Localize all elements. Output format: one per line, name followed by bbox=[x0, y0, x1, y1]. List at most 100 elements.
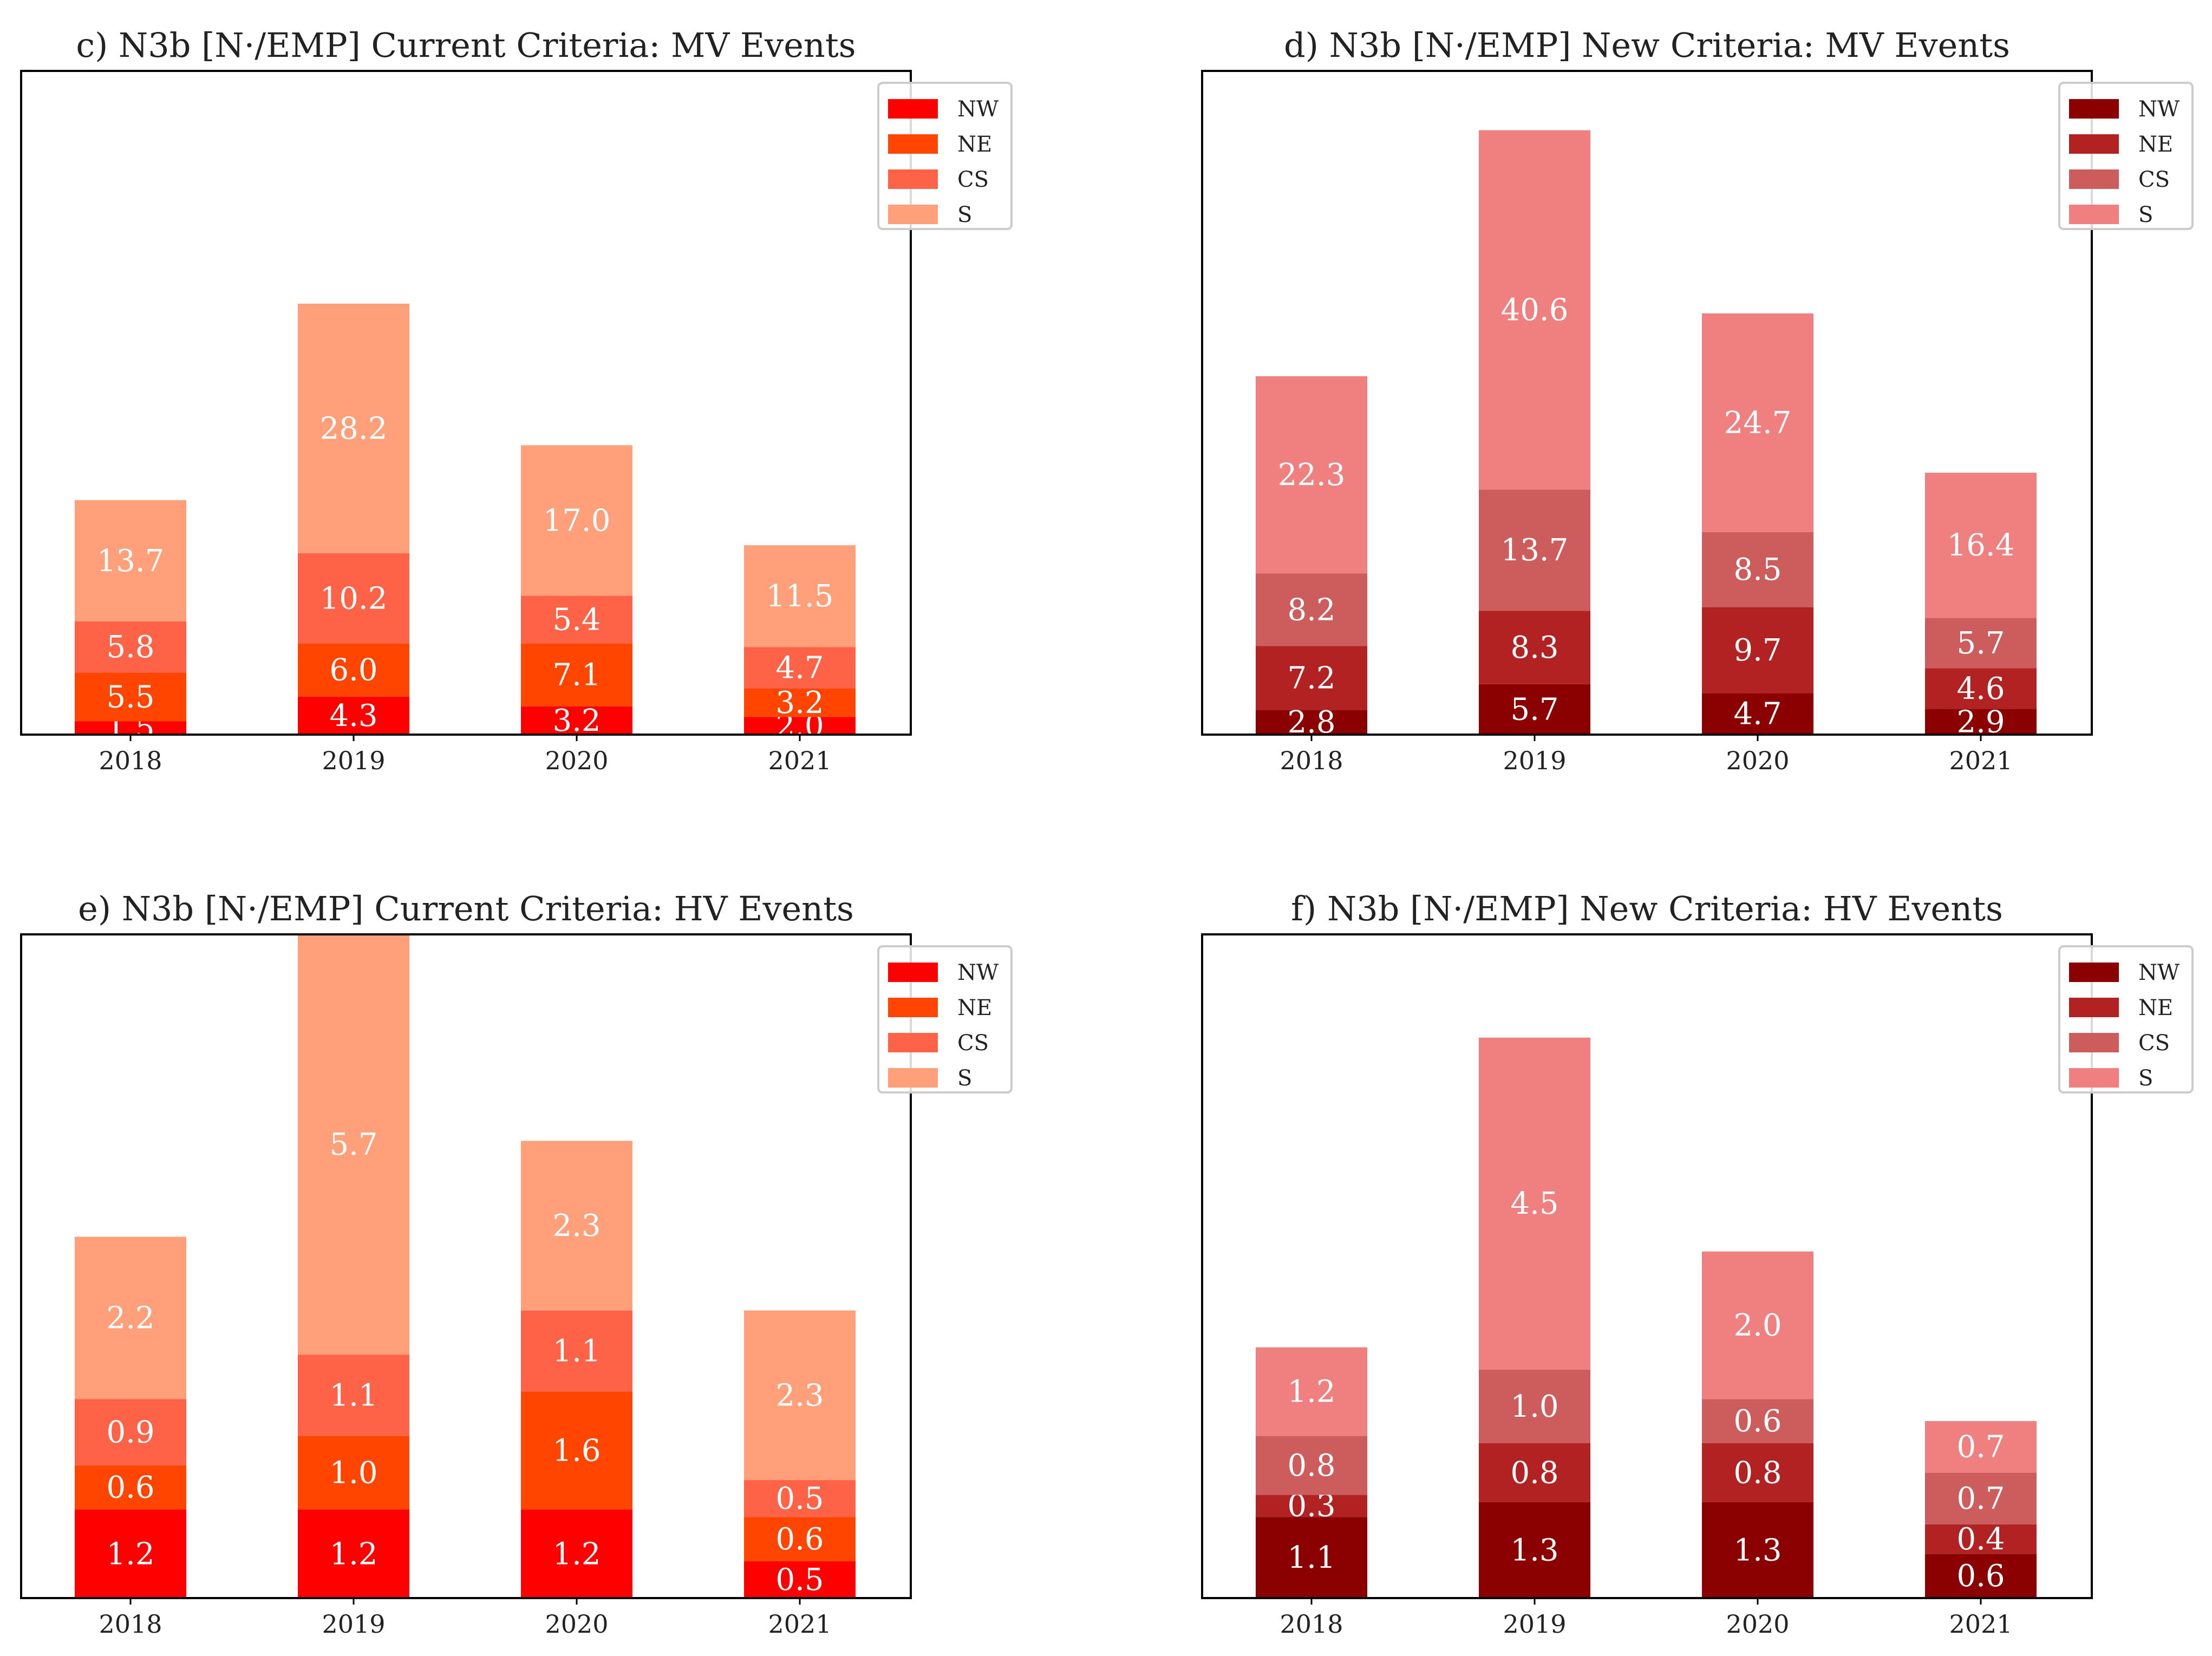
bar-s-2019 bbox=[298, 934, 409, 1355]
data-label-cs-2018: 0.9 bbox=[106, 1415, 154, 1450]
chart-title: e) N3b [N·/EMP] Current Criteria: HV Eve… bbox=[78, 889, 854, 928]
legend-label-s: S bbox=[957, 202, 972, 227]
x-tick-label-2020: 2020 bbox=[1726, 746, 1789, 775]
legend-swatch-ne bbox=[2069, 134, 2119, 154]
data-label-cs-2021: 0.5 bbox=[775, 1481, 824, 1516]
data-label-ne-2019: 6.0 bbox=[329, 653, 377, 688]
x-tick-label-2019: 2019 bbox=[1503, 1609, 1566, 1639]
data-label-ne-2020: 7.1 bbox=[552, 658, 601, 693]
bar-nw-2018 bbox=[75, 1509, 186, 1598]
bar-ne-2019 bbox=[298, 643, 409, 697]
chart-panel-2: e) N3b [N·/EMP] Current Criteria: HV Eve… bbox=[20, 889, 1013, 1639]
bar-s-2018 bbox=[1256, 376, 1367, 574]
legend-label-ne: NE bbox=[2138, 996, 2173, 1020]
data-label-s-2020: 24.7 bbox=[1724, 405, 1792, 441]
bar-cs-2019 bbox=[1479, 489, 1590, 611]
legend-swatch-cs bbox=[2069, 169, 2119, 189]
x-tick-label-2018: 2018 bbox=[99, 1609, 162, 1639]
legend-swatch-nw bbox=[888, 963, 938, 982]
data-label-cs-2018: 8.2 bbox=[1287, 593, 1335, 628]
data-label-s-2018: 13.7 bbox=[97, 544, 165, 579]
data-label-nw-2020: 1.3 bbox=[1733, 1533, 1782, 1568]
bar-ne-2019 bbox=[1479, 611, 1590, 684]
bar-nw-2019 bbox=[1479, 1502, 1590, 1598]
data-label-nw-2021: 0.6 bbox=[1956, 1559, 2005, 1594]
data-label-nw-2019: 4.3 bbox=[329, 698, 377, 734]
bar-s-2021 bbox=[1925, 473, 2037, 618]
data-label-cs-2021: 5.7 bbox=[1956, 626, 2005, 661]
legend-label-nw: NW bbox=[2138, 97, 2180, 122]
data-label-ne-2021: 0.4 bbox=[1956, 1522, 2005, 1557]
chart-title: d) N3b [N·/EMP] New Criteria: MV Events bbox=[1284, 25, 2010, 65]
data-label-s-2021: 16.4 bbox=[1947, 528, 2015, 563]
legend-label-cs: CS bbox=[957, 1031, 989, 1056]
bar-s-2019 bbox=[1479, 1037, 1590, 1370]
data-label-nw-2020: 1.2 bbox=[552, 1536, 601, 1572]
bar-ne-2018 bbox=[75, 1465, 186, 1510]
legend bbox=[2058, 945, 2194, 1094]
x-tick-label-2018: 2018 bbox=[1280, 1609, 1343, 1639]
x-tick-label-2020: 2020 bbox=[545, 1609, 608, 1639]
x-tick-label-2020: 2020 bbox=[545, 746, 608, 775]
bar-nw-2020 bbox=[521, 706, 632, 735]
legend-label-nw: NW bbox=[957, 97, 999, 122]
data-label-s-2018: 1.2 bbox=[1287, 1374, 1335, 1410]
legend-label-ne: NE bbox=[957, 132, 992, 157]
data-label-s-2018: 22.3 bbox=[1278, 457, 1346, 493]
legend-swatch-s bbox=[2069, 1068, 2119, 1088]
bar-nw-2021 bbox=[1925, 1554, 2037, 1598]
x-tick-label-2021: 2021 bbox=[1949, 746, 2012, 775]
bar-cs-2019 bbox=[1479, 1369, 1590, 1443]
bar-nw-2019 bbox=[1479, 684, 1590, 735]
legend-swatch-nw bbox=[888, 99, 938, 119]
x-tick-label-2020: 2020 bbox=[1726, 1609, 1789, 1639]
legend bbox=[877, 82, 1013, 230]
legend-label-cs: CS bbox=[2138, 1031, 2170, 1056]
bar-ne-2020 bbox=[1702, 1443, 1813, 1502]
legend-swatch-nw bbox=[2069, 963, 2119, 982]
data-label-ne-2019: 1.0 bbox=[329, 1455, 377, 1490]
x-tick-label-2021: 2021 bbox=[1949, 1609, 2012, 1639]
bar-ne-2018 bbox=[1256, 1495, 1367, 1517]
bar-ne-2018 bbox=[1256, 646, 1367, 710]
bar-cs-2020 bbox=[521, 595, 632, 644]
bar-s-2018 bbox=[75, 1236, 186, 1399]
legend-label-ne: NE bbox=[2138, 132, 2173, 157]
data-label-cs-2020: 0.6 bbox=[1733, 1404, 1782, 1439]
bar-nw-2018 bbox=[1256, 710, 1367, 735]
bar-s-2018 bbox=[75, 500, 186, 621]
chart-title: f) N3b [N·/EMP] New Criteria: HV Events bbox=[1291, 889, 2003, 928]
legend-swatch-cs bbox=[888, 1033, 938, 1052]
bar-s-2021 bbox=[744, 545, 856, 647]
data-label-s-2019: 28.2 bbox=[320, 411, 388, 446]
data-label-nw-2019: 1.2 bbox=[329, 1536, 377, 1572]
data-label-cs-2021: 0.7 bbox=[1956, 1481, 2005, 1516]
x-tick-label-2019: 2019 bbox=[1503, 746, 1566, 775]
data-label-s-2019: 40.6 bbox=[1501, 292, 1569, 328]
data-label-ne-2021: 3.2 bbox=[775, 685, 824, 721]
x-tick-label-2021: 2021 bbox=[768, 1609, 831, 1639]
data-label-cs-2020: 5.4 bbox=[552, 602, 601, 637]
chart-panel-1: d) N3b [N·/EMP] New Criteria: MV Events 2… bbox=[1201, 25, 2194, 775]
data-label-cs-2019: 1.0 bbox=[1510, 1389, 1558, 1424]
legend-label-nw: NW bbox=[957, 960, 999, 985]
data-label-cs-2020: 8.5 bbox=[1733, 552, 1782, 587]
data-label-nw-2020: 4.7 bbox=[1733, 697, 1782, 732]
legend bbox=[2058, 82, 2194, 230]
plot-frame bbox=[1201, 70, 2093, 736]
data-label-s-2021: 11.5 bbox=[766, 579, 834, 614]
bar-ne-2019 bbox=[1479, 1443, 1590, 1502]
x-tick-label-2019: 2019 bbox=[322, 1609, 385, 1639]
legend-swatch-ne bbox=[888, 998, 938, 1017]
data-label-ne-2020: 1.6 bbox=[552, 1434, 601, 1469]
bar-nw-2019 bbox=[298, 696, 409, 735]
data-label-s-2019: 5.7 bbox=[329, 1127, 377, 1162]
bar-cs-2019 bbox=[298, 1354, 409, 1436]
chart-panel-0: c) N3b [N·/EMP] Current Criteria: MV Eve… bbox=[20, 25, 1013, 775]
legend-label-s: S bbox=[2138, 202, 2153, 227]
bar-cs-2021 bbox=[744, 1480, 856, 1517]
data-label-ne-2018: 5.5 bbox=[106, 680, 154, 715]
bar-nw-2018 bbox=[1256, 1517, 1367, 1598]
legend-swatch-ne bbox=[2069, 998, 2119, 1017]
data-label-s-2018: 2.2 bbox=[106, 1300, 154, 1336]
